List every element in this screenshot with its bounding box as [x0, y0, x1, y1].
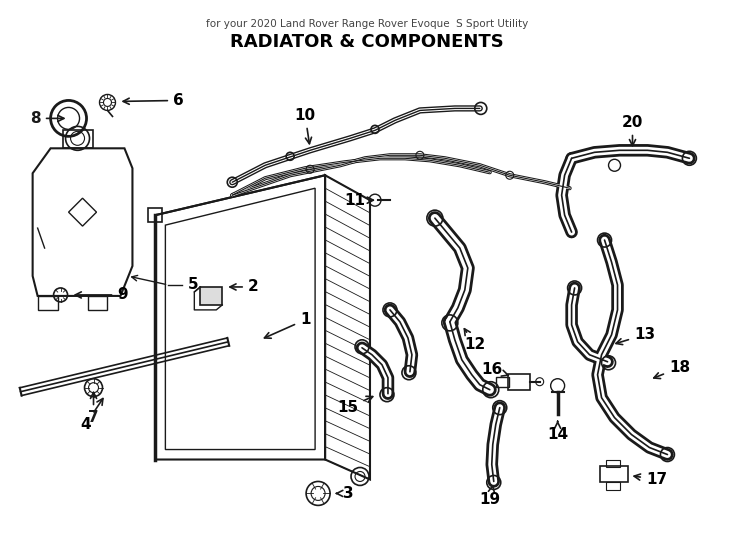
Bar — [606, 482, 619, 490]
Text: for your 2020 Land Rover Range Rover Evoque  S Sport Utility: for your 2020 Land Rover Range Rover Evo… — [206, 19, 528, 29]
Bar — [200, 287, 222, 305]
Text: 5: 5 — [188, 278, 199, 293]
Text: 6: 6 — [123, 93, 184, 108]
Text: 2: 2 — [230, 280, 258, 294]
Text: 8: 8 — [30, 111, 64, 126]
Text: 15: 15 — [338, 396, 373, 415]
Text: 3: 3 — [336, 486, 353, 501]
Text: 12: 12 — [464, 329, 485, 352]
Text: 19: 19 — [479, 485, 501, 507]
Bar — [87, 296, 107, 310]
Text: 1: 1 — [264, 312, 310, 338]
Text: 14: 14 — [547, 421, 568, 442]
Text: 11: 11 — [344, 193, 374, 208]
Text: 13: 13 — [616, 327, 655, 345]
Text: 16: 16 — [482, 362, 509, 377]
Bar — [148, 208, 162, 222]
Text: 7: 7 — [88, 393, 99, 425]
Text: 10: 10 — [294, 108, 316, 144]
Bar — [508, 374, 530, 390]
Bar — [37, 296, 57, 310]
Bar — [606, 460, 619, 468]
Text: 9: 9 — [75, 287, 128, 302]
Text: 20: 20 — [622, 115, 643, 146]
Bar — [600, 467, 628, 482]
Text: RADIATOR & COMPONENTS: RADIATOR & COMPONENTS — [230, 32, 504, 51]
Text: 4: 4 — [80, 399, 103, 432]
Bar — [495, 377, 509, 387]
Text: 17: 17 — [634, 472, 667, 487]
Text: 18: 18 — [654, 360, 690, 379]
